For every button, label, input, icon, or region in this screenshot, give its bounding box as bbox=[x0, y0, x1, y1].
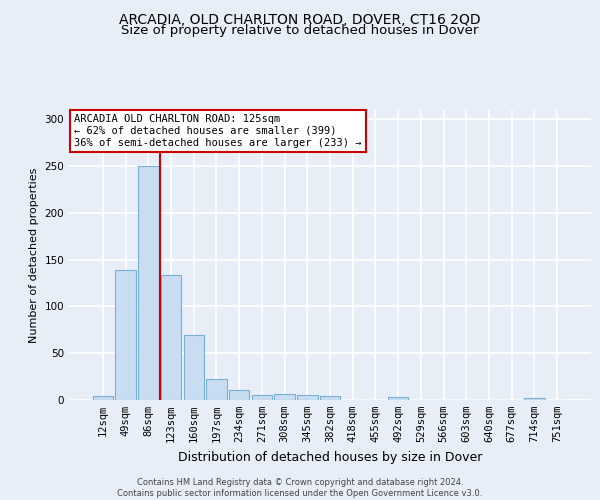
Bar bbox=[388, 397, 409, 400]
Bar bbox=[138, 166, 158, 400]
Bar bbox=[524, 398, 545, 400]
Bar bbox=[115, 270, 136, 400]
Bar bbox=[206, 380, 227, 400]
Y-axis label: Number of detached properties: Number of detached properties bbox=[29, 168, 39, 342]
Text: ARCADIA, OLD CHARLTON ROAD, DOVER, CT16 2QD: ARCADIA, OLD CHARLTON ROAD, DOVER, CT16 … bbox=[119, 12, 481, 26]
Bar bbox=[184, 336, 204, 400]
Bar bbox=[274, 394, 295, 400]
Bar bbox=[297, 396, 317, 400]
Text: Contains HM Land Registry data © Crown copyright and database right 2024.
Contai: Contains HM Land Registry data © Crown c… bbox=[118, 478, 482, 498]
Bar bbox=[93, 396, 113, 400]
X-axis label: Distribution of detached houses by size in Dover: Distribution of detached houses by size … bbox=[178, 450, 482, 464]
Bar bbox=[229, 390, 250, 400]
Text: ARCADIA OLD CHARLTON ROAD: 125sqm
← 62% of detached houses are smaller (399)
36%: ARCADIA OLD CHARLTON ROAD: 125sqm ← 62% … bbox=[74, 114, 362, 148]
Text: Size of property relative to detached houses in Dover: Size of property relative to detached ho… bbox=[121, 24, 479, 37]
Bar bbox=[161, 274, 181, 400]
Bar bbox=[320, 396, 340, 400]
Bar bbox=[251, 396, 272, 400]
